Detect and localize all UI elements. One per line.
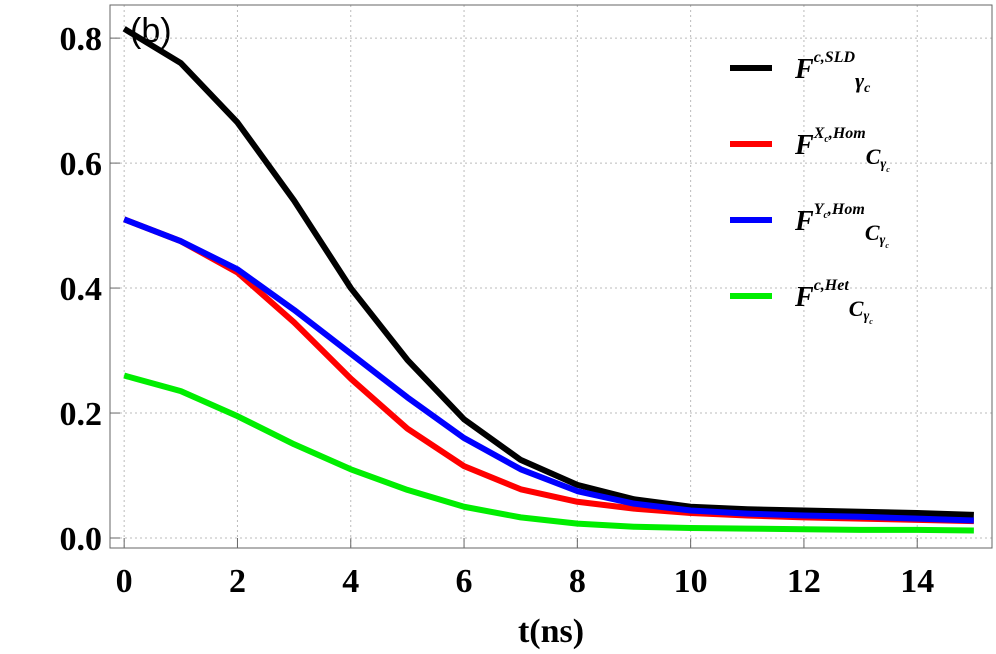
legend-label: Fc,Het Cγc [794, 277, 873, 326]
legend-label: Fc,SLD γc [794, 49, 871, 96]
x-tick-label: 12 [787, 563, 821, 600]
x-tick-label: 0 [116, 563, 133, 600]
legend-label-part: c [869, 317, 873, 326]
y-tick-label: 0.2 [60, 396, 103, 433]
legend-label: FXc,HomCγc [794, 125, 890, 174]
series-line [123, 216, 974, 525]
legend-label-part: γ [880, 157, 886, 172]
x-tick-label: 4 [342, 563, 359, 600]
legend-label-part: C [849, 296, 864, 321]
x-tick-label: 6 [456, 563, 473, 600]
legend-label-part: C [866, 144, 881, 169]
legend-label-part: F [794, 130, 814, 161]
y-tick-label: 0.4 [60, 271, 103, 308]
y-tick-label: 0.6 [60, 146, 103, 183]
legend-label-part: F [794, 282, 814, 313]
x-axis-label: t(ns) [518, 613, 584, 650]
legend-label-part: c,Het [814, 277, 850, 294]
series-line [122, 26, 974, 518]
legend-label-part: γ [855, 68, 865, 93]
legend-label-part: F [794, 54, 814, 85]
series-line [123, 372, 974, 534]
legend-label-part: γ [880, 233, 886, 248]
legend-label-part: ,Hom [827, 201, 865, 218]
y-tick-label: 0.0 [60, 521, 103, 558]
x-tick-label: 8 [569, 563, 586, 600]
y-tick-label: 0.8 [60, 21, 103, 58]
legend-label-part: c,SLD [814, 49, 856, 66]
legend-label-part: c [885, 241, 889, 250]
legend-label-part: c [864, 81, 871, 96]
legend-label-part: C [865, 220, 880, 245]
x-tick-label: 2 [229, 563, 246, 600]
legend-label-part: c [823, 210, 828, 221]
legend-label-part: Y [814, 201, 825, 218]
legend-label-part: γ [863, 309, 869, 324]
legend-label: FYc,HomCγc [794, 201, 889, 250]
series-line [123, 216, 974, 524]
legend-label-part: ,Hom [828, 125, 866, 142]
legend-label-part: c [886, 165, 890, 174]
legend-label-part: F [794, 206, 814, 237]
x-tick-label: 10 [674, 563, 708, 600]
legend-label-part: c [824, 134, 829, 145]
legend-label-part: X [813, 125, 825, 142]
plot-frame [109, 4, 993, 549]
x-tick-label: 14 [900, 563, 934, 600]
